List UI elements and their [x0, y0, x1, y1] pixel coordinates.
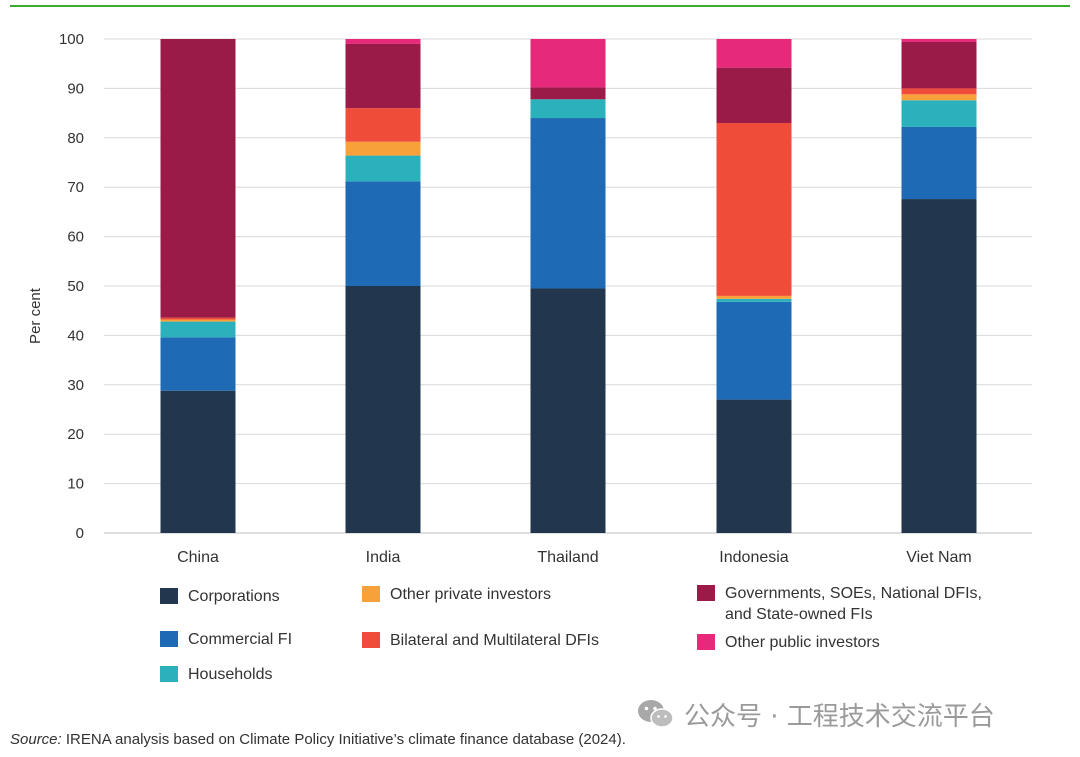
bar-segment	[716, 295, 792, 299]
top-rule	[10, 5, 1070, 7]
bar-segment	[160, 321, 236, 338]
legend-item-corporations: Corporations	[160, 586, 280, 607]
legend-item-households: Households	[160, 664, 273, 685]
y-tick-label: 80	[67, 130, 84, 147]
bar-segment	[530, 87, 606, 100]
x-tick-label: Thailand	[537, 549, 598, 566]
legend-label-governments-line2: and State-owned FIs	[725, 606, 873, 623]
bar-segment	[716, 122, 792, 296]
y-tick-label: 30	[67, 377, 84, 394]
bar-segment	[901, 88, 977, 95]
bar-segment	[716, 301, 792, 400]
bar-segment	[345, 155, 421, 182]
x-tick-label: India	[366, 549, 401, 566]
legend-label-other-private-investors: Other private investors	[390, 586, 551, 603]
stacked-bar-chart: 0 10 20 30 40 50 60 70 80 90 100 China India Thailan…	[27, 31, 1032, 566]
bar-segment	[901, 199, 977, 533]
bar-segment	[901, 94, 977, 101]
legend-swatch-bilateral-multilateral-dfis	[362, 632, 380, 648]
x-tick-label: Indonesia	[719, 549, 788, 566]
bar-segment	[345, 286, 421, 533]
source-note: Source: IRENA analysis based on Climate …	[10, 731, 626, 748]
y-tick-label: 40	[67, 327, 84, 344]
legend-item-other-public-investors: Other public investors	[697, 632, 880, 653]
wechat-icon	[638, 700, 674, 728]
legend-swatch-corporations	[160, 588, 178, 604]
legend-label-governments-line1: Governments, SOEs, National DFIs,	[725, 585, 982, 602]
bar-segment	[160, 319, 236, 322]
bar-segment	[901, 126, 977, 200]
legend-label-other-public-investors: Other public investors	[725, 634, 880, 651]
bar-segment	[716, 67, 792, 123]
legend-swatch-governments-soes	[697, 585, 715, 601]
legend-label-bilateral-multilateral-dfis: Bilateral and Multilateral DFIs	[390, 632, 599, 649]
x-tick-label: China	[177, 549, 219, 566]
legend-item-governments-soes: Governments, SOEs, National DFIs, and St…	[697, 583, 982, 625]
bar-segment	[901, 41, 977, 89]
bar-segment	[716, 298, 792, 302]
bar-segment	[160, 337, 236, 391]
bar-segment	[530, 288, 606, 533]
y-axis-ticks: 0 10 20 30 40 50 60 70 80 90 100	[59, 31, 84, 542]
bar-segment	[530, 118, 606, 289]
bar-segment	[901, 39, 977, 42]
y-tick-label: 50	[67, 278, 84, 295]
bar-segment	[716, 39, 792, 68]
x-tick-label: Viet Nam	[906, 549, 972, 566]
y-tick-label: 90	[67, 80, 84, 97]
y-tick-label: 70	[67, 179, 84, 196]
y-axis-label: Per cent	[27, 287, 44, 344]
bar-segment	[345, 108, 421, 142]
legend-swatch-commercial-fi	[160, 631, 178, 647]
legend-item-bilateral-multilateral-dfis: Bilateral and Multilateral DFIs	[362, 630, 599, 651]
bar-segment	[530, 39, 606, 88]
legend-item-other-private-investors: Other private investors	[362, 584, 551, 605]
legend-swatch-other-public-investors	[697, 634, 715, 650]
bar-segment	[530, 99, 606, 119]
bar-segment	[345, 39, 421, 44]
legend-label-corporations: Corporations	[188, 588, 280, 605]
bar-segment	[345, 181, 421, 286]
legend-label-households: Households	[188, 666, 273, 683]
legend-swatch-households	[160, 666, 178, 682]
x-axis-ticks: China India Thailand Indonesia Viet Nam	[177, 549, 972, 566]
bar-segment	[160, 317, 236, 320]
legend-swatch-other-private-investors	[362, 586, 380, 602]
bar-segment	[160, 39, 236, 318]
legend-label-governments-soes: Governments, SOEs, National DFIs, and St…	[725, 583, 982, 625]
watermark: 公众号 · 工程技术交流平台	[636, 696, 995, 732]
legend-label-commercial-fi: Commercial FI	[188, 631, 293, 648]
y-tick-label: 0	[76, 525, 84, 542]
y-tick-label: 10	[67, 476, 84, 493]
bar-segment	[345, 43, 421, 109]
y-tick-label: 100	[59, 31, 84, 48]
y-tick-label: 60	[67, 229, 84, 246]
legend-item-commercial-fi: Commercial FI	[160, 629, 292, 650]
bar-segment	[901, 100, 977, 127]
source-text: IRENA analysis based on Climate Policy I…	[61, 731, 626, 748]
bar-segment	[345, 141, 421, 156]
source-label: Source:	[10, 731, 62, 748]
bar-segment	[160, 390, 236, 533]
y-tick-label: 20	[67, 426, 84, 443]
bars	[160, 39, 977, 533]
bar-segment	[716, 399, 792, 533]
watermark-text: 公众号 · 工程技术交流平台	[684, 701, 995, 732]
